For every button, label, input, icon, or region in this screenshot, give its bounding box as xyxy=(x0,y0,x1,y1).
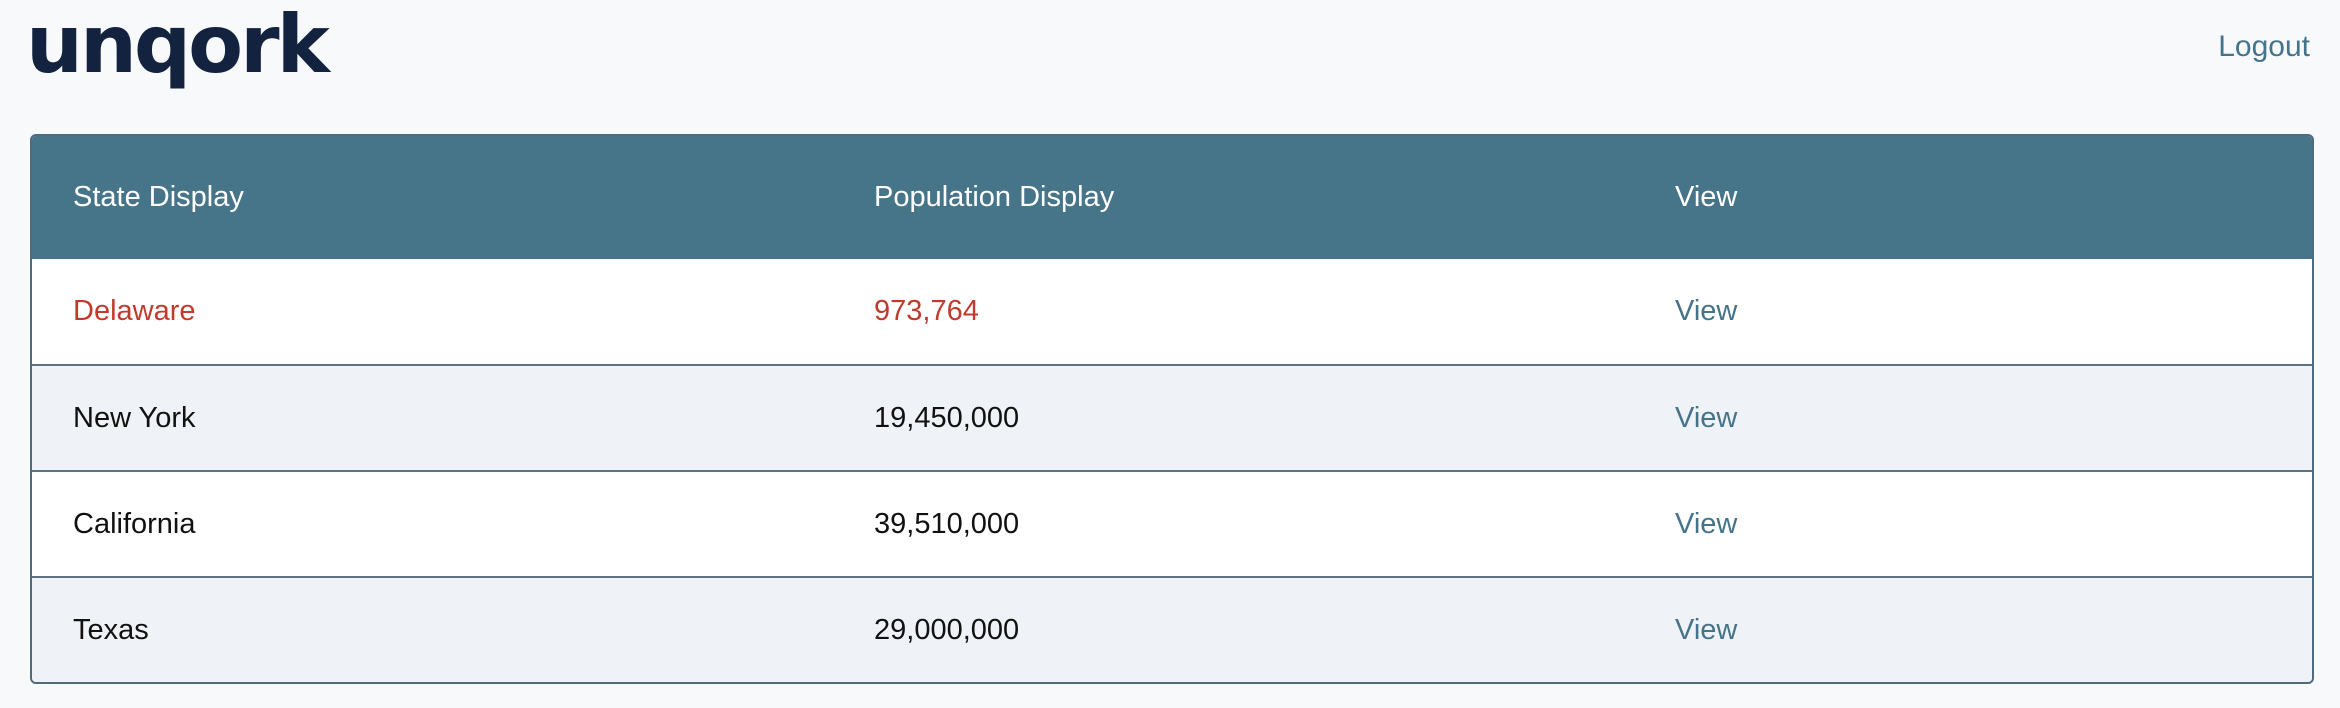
view-link[interactable]: View xyxy=(1675,507,1738,540)
view-cell: View xyxy=(1634,471,2312,577)
column-header-view: View xyxy=(1675,181,1738,213)
table-header-row: State Display Population Display View xyxy=(32,136,2312,259)
state-cell: Delaware xyxy=(73,295,196,327)
view-cell: View xyxy=(1634,259,2312,365)
view-link[interactable]: View xyxy=(1675,614,1738,646)
app-header: unqork Logout xyxy=(0,0,2340,100)
view-cell: View xyxy=(1634,365,2312,471)
column-header-population: Population Display xyxy=(874,181,1115,213)
view-link[interactable]: View xyxy=(1675,401,1738,434)
table-row[interactable]: New York 19,450,000 View xyxy=(32,365,2312,471)
state-cell: New York xyxy=(73,401,196,434)
population-cell: 973,764 xyxy=(874,295,979,327)
population-cell: 39,510,000 xyxy=(874,507,1020,540)
table-row[interactable]: Delaware 973,764 View xyxy=(32,259,2312,365)
column-header-state: State Display xyxy=(73,181,244,213)
table-row[interactable]: Texas 29,000,000 View xyxy=(32,577,2312,682)
view-link[interactable]: View xyxy=(1675,295,1738,327)
table-row[interactable]: California 39,510,000 View xyxy=(32,471,2312,577)
state-cell: California xyxy=(73,507,196,540)
population-cell: 19,450,000 xyxy=(874,401,1020,434)
logout-link[interactable]: Logout xyxy=(2218,30,2310,63)
states-table: State Display Population Display View De… xyxy=(30,134,2314,684)
view-cell: View xyxy=(1634,577,2312,682)
population-cell: 29,000,000 xyxy=(874,614,1020,646)
unqork-logo: unqork xyxy=(26,0,330,91)
state-cell: Texas xyxy=(73,614,149,646)
